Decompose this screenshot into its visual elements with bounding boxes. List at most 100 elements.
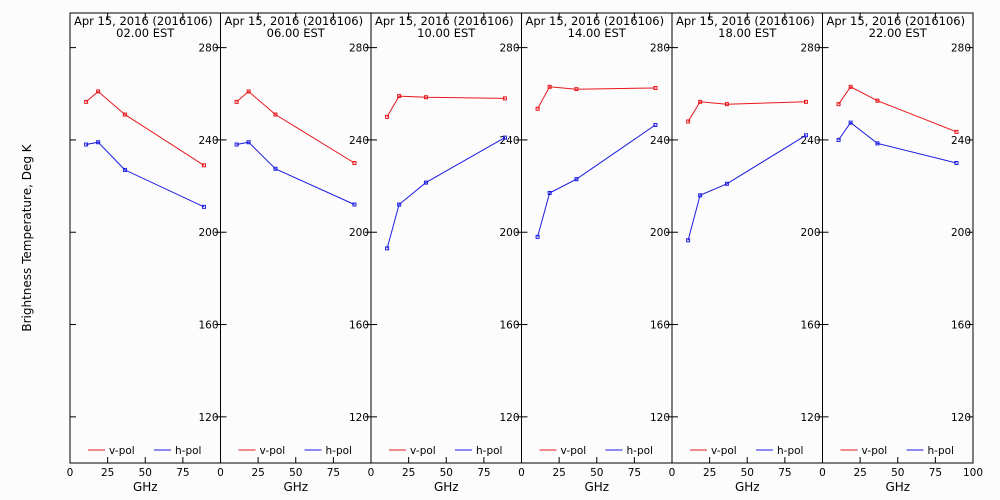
data-point-v-pol: [875, 98, 880, 103]
series-line-v-pol: [687, 101, 806, 122]
data-point-h-pol: [574, 177, 579, 182]
x-tick-label: 25: [101, 467, 114, 479]
series-line-h-pol: [687, 134, 807, 241]
x-axis-label: GHz: [584, 480, 609, 494]
panel-title: Apr 15, 2016 (2016106): [526, 14, 665, 28]
y-tick-label: 280: [499, 43, 519, 55]
data-point-h-pol: [502, 135, 507, 140]
data-point-h-pol: [724, 181, 729, 186]
chart-panel-5: Apr 15, 2016 (2016106)18.00 EST 120 160 200…: [669, 12, 823, 494]
series-line-v-pol: [85, 90, 205, 166]
legend-label-v-pol: v-pol: [109, 445, 135, 457]
x-tick-label: 25: [552, 467, 565, 479]
x-tick-label: 75: [628, 467, 641, 479]
legend-label-h-pol: h-pol: [627, 445, 653, 457]
data-point-h-pol: [273, 166, 278, 171]
y-tick-label: 280: [650, 43, 670, 55]
panel-title: Apr 15, 2016 (2016106): [74, 14, 213, 28]
legend-label-v-pol: v-pol: [711, 445, 737, 457]
x-tick-label: 25: [251, 467, 264, 479]
data-point-v-pol: [698, 99, 703, 104]
data-point-h-pol: [122, 167, 127, 172]
data-point-h-pol: [84, 142, 89, 147]
panel-title: Apr 15, 2016 (2016106): [225, 14, 364, 28]
data-point-v-pol: [954, 129, 959, 134]
y-tick-label: 120: [800, 412, 820, 424]
data-point-v-pol: [803, 99, 808, 104]
legend-label-v-pol: v-pol: [862, 445, 888, 457]
chart-panel-1: Apr 15, 2016 (2016106)02.00 EST 120 160 200…: [67, 12, 221, 494]
data-point-v-pol: [352, 161, 357, 165]
legend-label-h-pol: h-pol: [326, 445, 352, 457]
x-tick-label: 25: [703, 467, 716, 479]
x-tick-label: 50: [139, 467, 152, 479]
series-line-v-pol: [838, 86, 957, 133]
x-tick-label: 0: [669, 467, 676, 479]
data-point-v-pol: [547, 84, 552, 89]
data-point-h-pol: [836, 137, 841, 142]
data-point-v-pol: [96, 89, 101, 94]
x-axis-label: GHz: [133, 480, 158, 494]
x-tick-label: 25: [853, 467, 866, 479]
x-axis-label: GHz: [885, 480, 910, 494]
y-tick-label: 200: [198, 227, 218, 239]
y-tick-label: 160: [800, 320, 820, 332]
data-point-h-pol: [397, 202, 402, 207]
chart-panel-2: Apr 15, 2016 (2016106)06.00 EST 120 160 200…: [217, 12, 372, 494]
y-tick-label: 120: [499, 412, 519, 424]
data-point-v-pol: [246, 89, 251, 94]
data-point-h-pol: [423, 180, 428, 185]
data-point-h-pol: [201, 204, 206, 209]
x-tick-label: 50: [289, 467, 302, 479]
y-tick-label: 240: [198, 135, 218, 147]
x-tick-label: 50: [440, 467, 453, 479]
panel-subtitle: 18.00 EST: [718, 26, 777, 40]
data-point-h-pol: [686, 238, 691, 243]
data-point-v-pol: [234, 99, 239, 104]
series-line-h-pol: [236, 141, 355, 205]
y-tick-label: 160: [349, 320, 369, 332]
data-point-v-pol: [423, 95, 428, 100]
x-tick-label: 75: [778, 467, 791, 479]
y-tick-label: 280: [349, 43, 369, 55]
x-tick-label: 100: [963, 467, 983, 479]
x-tick-label: 25: [402, 467, 415, 479]
x-tick-label: 0: [368, 467, 375, 479]
legend-label-h-pol: h-pol: [777, 445, 803, 457]
data-point-h-pol: [653, 122, 658, 127]
x-tick-label: 50: [741, 467, 754, 479]
y-tick-label: 160: [951, 320, 971, 332]
legend-label-v-pol: v-pol: [410, 445, 436, 457]
y-tick-label: 280: [951, 43, 971, 55]
series-line-v-pol: [386, 95, 505, 118]
chart-panel-6: Apr 15, 2016 (2016106)22.00 EST 120 160 200…: [819, 12, 983, 494]
legend-label-v-pol: v-pol: [260, 445, 286, 457]
y-tick-label: 120: [951, 412, 971, 424]
data-point-v-pol: [848, 84, 853, 89]
data-point-h-pol: [698, 193, 703, 198]
data-point-v-pol: [836, 102, 841, 107]
y-tick-label: 240: [349, 135, 369, 147]
legend-label-h-pol: h-pol: [476, 445, 502, 457]
panel-title: Apr 15, 2016 (2016106): [375, 14, 514, 28]
series-line-v-pol: [537, 86, 656, 110]
data-point-v-pol: [535, 106, 540, 111]
data-point-v-pol: [724, 102, 729, 107]
data-point-h-pol: [954, 161, 959, 165]
x-tick-label: 75: [929, 467, 942, 479]
legend-label-h-pol: h-pol: [175, 445, 201, 457]
y-tick-label: 120: [349, 412, 369, 424]
chart-panel-3: Apr 15, 2016 (2016106)10.00 EST 120 160 200…: [368, 12, 522, 494]
y-tick-label: 240: [951, 135, 971, 147]
y-tick-label: 200: [650, 227, 670, 239]
panel-title: Apr 15, 2016 (2016106): [827, 14, 966, 28]
y-tick-label: 200: [349, 227, 369, 239]
y-tick-label: 120: [198, 412, 218, 424]
series-line-h-pol: [838, 121, 957, 164]
y-tick-label: 240: [800, 135, 820, 147]
legend-label-h-pol: h-pol: [928, 445, 954, 457]
y-tick-label: 200: [951, 227, 971, 239]
data-point-h-pol: [246, 140, 251, 145]
panel-subtitle: 02.00 EST: [116, 26, 175, 40]
